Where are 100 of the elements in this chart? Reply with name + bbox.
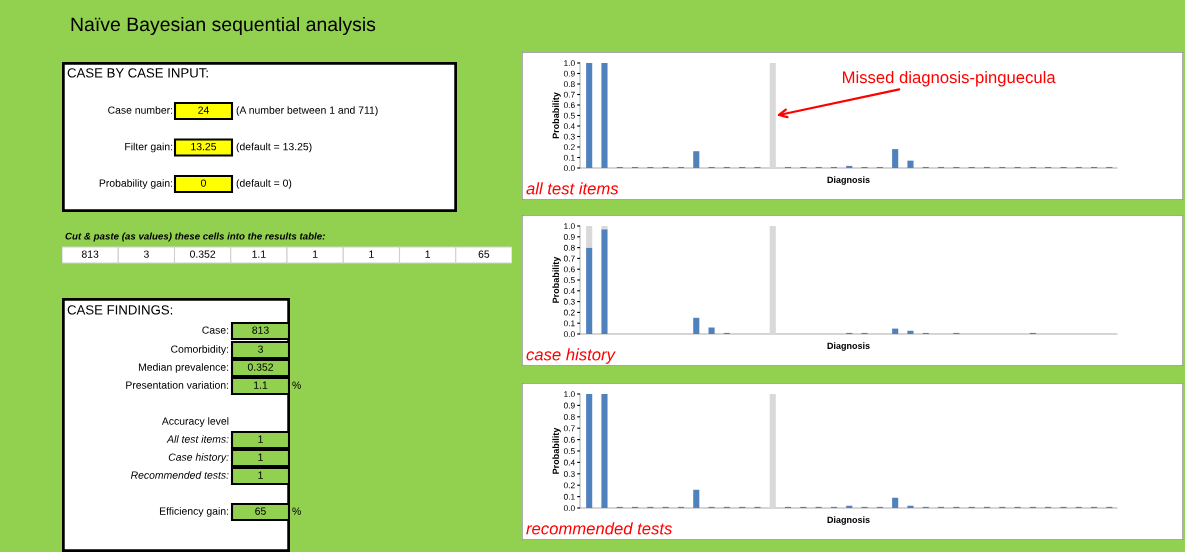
text: 13.25	[191, 142, 217, 151]
text: All test items:	[166, 435, 229, 443]
y-tick-label: 0.8	[563, 244, 575, 251]
bar	[601, 394, 608, 508]
text: (default = 0)	[236, 179, 292, 189]
bar	[586, 247, 593, 334]
text: Case:	[202, 326, 229, 334]
text: Accuracy level	[161, 417, 229, 427]
text: 1.1	[252, 250, 266, 258]
y-tick-label: 0.4	[563, 459, 575, 466]
x-axis-title: Diagnosis	[827, 176, 870, 185]
y-tick-label: 0.1	[563, 493, 575, 500]
y-tick-label: 0.9	[563, 70, 575, 77]
bar	[601, 226, 608, 230]
bar	[769, 394, 776, 508]
text: Median prevalence:	[138, 363, 229, 373]
text: Efficiency gain:	[159, 507, 229, 517]
y-tick-label: 0.2	[563, 309, 575, 316]
text: 813	[252, 326, 269, 334]
text: %	[292, 381, 301, 389]
text: 0	[201, 179, 206, 187]
bar	[708, 327, 715, 334]
bar	[892, 149, 899, 168]
y-tick-label: 0.6	[563, 266, 575, 273]
x-axis-title: Diagnosis	[827, 516, 870, 525]
text: 1	[425, 250, 431, 258]
text: Presentation variation:	[126, 381, 229, 389]
bar	[846, 165, 853, 168]
y-tick-label: 1.0	[564, 391, 575, 398]
y-tick-label: 0.5	[563, 448, 575, 455]
y-tick-label: 0.7	[563, 255, 575, 262]
text: 1	[369, 250, 374, 258]
text: Comorbidity:	[171, 345, 229, 355]
y-tick-label: 0.8	[563, 81, 575, 88]
y-tick-label: 1.0	[564, 223, 575, 230]
text: all test items	[526, 182, 619, 195]
text: CASE FINDINGS:	[67, 305, 173, 315]
y-tick-label: 0.7	[563, 425, 575, 432]
text: Filter gain:	[125, 142, 173, 153]
y-tick-label: 0.4	[563, 123, 575, 130]
bar	[693, 489, 700, 508]
bar	[769, 63, 776, 168]
text: 1	[258, 453, 263, 461]
text: (default = 13.25)	[236, 142, 312, 153]
text: 65	[255, 507, 266, 515]
y-tick-label: 0.4	[563, 288, 575, 294]
text: %	[292, 507, 301, 515]
bar	[769, 226, 776, 334]
y-tick-label: 0.0	[563, 505, 575, 512]
text: 24	[198, 106, 209, 114]
text: Recommended tests:	[130, 471, 229, 479]
y-tick-label: 0.1	[563, 154, 575, 161]
text: recommended tests	[526, 522, 673, 535]
bar	[693, 151, 700, 168]
y-tick-label: 0.0	[563, 165, 575, 172]
bar	[601, 63, 608, 168]
text: CASE BY CASE INPUT:	[67, 68, 208, 78]
bar	[693, 317, 700, 334]
text: Probability gain:	[99, 179, 173, 189]
text: (A number between 1 and 711)	[236, 106, 378, 116]
text: 3	[258, 345, 263, 353]
y-axis-title: Probability	[552, 256, 561, 303]
text: Case number:	[108, 106, 173, 114]
y-tick-label: 0.1	[563, 320, 575, 327]
text: 0.352	[190, 250, 216, 258]
bar	[892, 328, 899, 334]
y-tick-label: 0.3	[563, 471, 575, 477]
y-tick-label: 0.2	[563, 144, 575, 151]
y-tick-label: 0.5	[563, 112, 575, 119]
text: case history	[526, 348, 616, 364]
bar	[586, 63, 593, 168]
bar	[892, 497, 899, 508]
y-axis-title: Probability	[552, 427, 561, 474]
y-tick-label: 0.9	[563, 402, 575, 409]
text: Case history:	[168, 453, 229, 463]
y-tick-label: 0.2	[563, 482, 575, 489]
text: 1.1	[254, 381, 268, 389]
annotation: Missed diagnosis-pinguecula	[842, 70, 1056, 87]
text: 3	[143, 250, 149, 258]
bar	[907, 330, 914, 334]
text: Cut & paste (as values) these cells into the results table:	[65, 232, 325, 242]
y-tick-label: 0.5	[563, 277, 575, 284]
text: 65	[478, 250, 490, 258]
y-tick-label: 0.7	[563, 91, 575, 98]
y-tick-label: 1.0	[564, 60, 575, 67]
text: Naïve Bayesian sequential analysis	[71, 16, 376, 36]
y-tick-label: 0.0	[563, 331, 575, 338]
x-axis-title: Diagnosis	[827, 342, 870, 351]
y-tick-label: 0.3	[563, 133, 575, 140]
text: 0.352	[247, 363, 274, 371]
y-tick-label: 0.9	[563, 234, 575, 240]
bar	[907, 160, 914, 168]
y-tick-label: 0.8	[563, 414, 575, 420]
bar	[586, 394, 593, 508]
y-tick-label: 0.6	[563, 436, 575, 443]
bar	[601, 229, 608, 334]
text: 1	[258, 435, 263, 443]
text: 1	[258, 471, 263, 479]
y-tick-label: 0.6	[563, 102, 575, 109]
y-tick-label: 0.3	[563, 298, 575, 305]
